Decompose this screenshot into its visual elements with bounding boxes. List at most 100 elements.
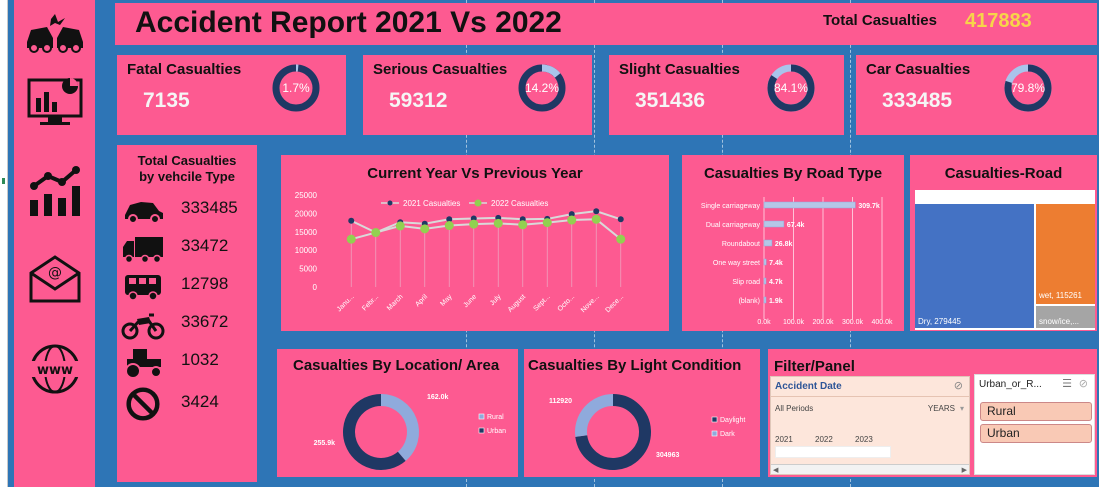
data-point — [518, 220, 528, 230]
data-label: 67.4k — [787, 222, 805, 229]
chart-title: Casualties By Road Type — [703, 165, 883, 182]
legend-marker — [474, 199, 482, 207]
vehicle-count: 333485 — [181, 198, 238, 217]
year-label[interactable]: 2021 — [775, 435, 793, 444]
data-label: 4.7k — [769, 279, 783, 286]
scrollbar[interactable]: ◀ ▶ — [771, 464, 969, 474]
data-point — [617, 216, 624, 223]
data-point — [591, 214, 601, 224]
chart-title: Current Year Vs Previous Year — [367, 165, 583, 182]
kpi-card-serious[interactable]: Serious Casualties 59312 14.2% — [363, 55, 592, 135]
data-label: 7.4k — [769, 260, 783, 267]
x-tick-label: 100.0k — [783, 319, 805, 326]
x-tick-label: 400.0k — [871, 319, 893, 326]
kpi-label: Car Casualties — [866, 61, 971, 78]
legend-swatch — [478, 427, 485, 434]
kpi-pct: 14.2% — [525, 81, 559, 95]
chevron-down-icon[interactable]: ▾ — [959, 404, 964, 413]
legend-label: Daylight — [720, 417, 745, 424]
clear-filter-icon[interactable]: ⊘ — [953, 380, 963, 392]
kpi-donut: 14.2% — [518, 64, 566, 112]
multi-select-icon[interactable]: ☰ — [1062, 378, 1072, 390]
scroll-right-icon[interactable]: ▶ — [961, 467, 967, 474]
category-label: Slip road — [732, 279, 760, 286]
urban-rural-slicer[interactable]: Urban_or_R... ☰ ⊘ Rural Urban — [974, 374, 1095, 475]
kpi-value: 59312 — [389, 89, 448, 112]
tractor-icon — [125, 349, 162, 379]
kpi-card-slight[interactable]: Slight Casualties 351436 84.1% — [609, 55, 844, 135]
scroll-left-icon[interactable]: ◀ — [773, 467, 779, 474]
kpi-card-fatal[interactable]: Fatal Casualties 7135 1.7% — [117, 55, 346, 135]
data-label: 1.9k — [769, 298, 783, 305]
accident-date-slicer[interactable]: Accident Date ⊘ All Periods YEARS ▾ 2021… — [770, 376, 970, 475]
category-label: Single carriageway — [701, 203, 761, 210]
data-label: 26.8k — [775, 241, 793, 248]
vehicle-row-other: 3424 — [117, 387, 257, 427]
data-point — [469, 219, 479, 229]
filter-panel: Filter/Panel Accident Date ⊘ All Periods… — [768, 349, 1097, 477]
donut-segment — [575, 394, 651, 470]
slicer-item-rural[interactable]: Rural — [980, 402, 1092, 421]
kpi-pct: 79.8% — [1011, 81, 1045, 95]
kpi-value: 7135 — [143, 89, 190, 112]
x-tick-label: Nove... — [580, 293, 601, 314]
x-tick-label: Octo... — [557, 293, 577, 313]
timeline-bar[interactable] — [775, 446, 891, 458]
analytics-icon[interactable] — [26, 166, 84, 218]
kpi-card-car[interactable]: Car Casualties 333485 79.8% — [856, 55, 1097, 135]
x-tick-label: July — [489, 293, 503, 307]
vehicle-row-tractor: 1032 — [117, 345, 257, 385]
page-title: Accident Report 2021 Vs 2022 — [135, 6, 562, 39]
data-point — [371, 228, 381, 238]
car-icon — [125, 202, 163, 224]
clear-filter-icon[interactable]: ⊘ — [1078, 378, 1088, 390]
category-label: One way street — [713, 260, 760, 267]
sidebar: @ www — [14, 0, 95, 487]
kpi-donut: 79.8% — [1004, 64, 1052, 112]
legend-swatch — [478, 413, 485, 420]
year-label[interactable]: 2023 — [855, 435, 873, 444]
data-point — [395, 221, 405, 231]
year-label[interactable]: 2022 — [815, 435, 833, 444]
treemap-tile-dry[interactable]: Dry, 279445 — [915, 204, 1034, 328]
www-icon[interactable]: www — [29, 343, 81, 395]
data-label: 304963 — [656, 452, 679, 459]
treemap-tile-snow[interactable]: snow/ice,... — [1036, 306, 1095, 328]
email-icon[interactable]: @ — [28, 255, 82, 303]
years-dropdown[interactable]: YEARS — [927, 404, 955, 413]
category-label: (blank) — [739, 298, 760, 305]
treemap-area: Dry, 279445 wet, 115261 snow/ice,... — [915, 190, 1095, 330]
donut-segment — [380, 394, 419, 461]
kpi-pct: 1.7% — [282, 81, 310, 95]
kpi-value: 351436 — [635, 89, 706, 112]
truck-icon — [123, 237, 163, 264]
road-type-panel[interactable]: Casualties By Road Type 0.0k 100.0k 200.0k… — [682, 155, 904, 331]
line-chart-panel[interactable]: Current Year Vs Previous Year 0 5000 10000… — [281, 155, 669, 331]
x-tick-label: 0.0k — [757, 319, 771, 326]
data-point — [493, 218, 503, 228]
x-tick-label: June — [462, 293, 478, 309]
y-tick-label: 10000 — [295, 246, 318, 255]
dashboard-icon[interactable] — [26, 72, 84, 130]
svg-text:@: @ — [48, 265, 62, 281]
treemap-tile-wet[interactable]: wet, 115261 — [1036, 204, 1095, 304]
header: Accident Report 2021 Vs 2022 Total Casua… — [115, 3, 1097, 45]
kpi-label: Serious Casualties — [373, 61, 508, 78]
location-donut-panel[interactable]: Casualties By Location/ Area 162.0k 255.9… — [277, 349, 518, 477]
x-tick-label: May — [439, 293, 454, 308]
treemap-panel[interactable]: Casualties-Road Dry, 279445 wet, 115261 … — [910, 155, 1097, 331]
slicer-item-urban[interactable]: Urban — [980, 424, 1092, 443]
slicer-title: Urban_or_R... — [979, 379, 1042, 390]
kpi-donut: 1.7% — [272, 64, 320, 112]
data-point — [420, 224, 430, 234]
data-point — [446, 216, 453, 223]
light-donut-panel[interactable]: Casualties By Light Condition 304963 1129… — [524, 349, 760, 477]
svg-text:www: www — [36, 363, 72, 378]
vehicle-count: 33472 — [181, 236, 229, 255]
car-crash-icon[interactable] — [25, 12, 85, 54]
donut-segment — [575, 394, 614, 437]
no-entry-icon — [126, 387, 160, 421]
chart-title: Casualties-Road — [944, 165, 1063, 182]
legend-label: Rural — [487, 414, 504, 421]
y-tick-label: 20000 — [295, 209, 318, 218]
